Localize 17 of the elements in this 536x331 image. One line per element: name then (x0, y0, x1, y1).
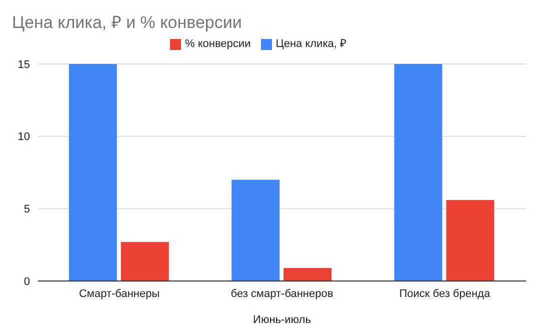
x-tick-label: Смарт-баннеры (78, 288, 160, 300)
bar (120, 242, 169, 281)
legend-label: % конверсии (184, 38, 251, 50)
bar (68, 64, 117, 281)
legend-label: Цена клика, ₽ (276, 38, 346, 50)
y-tick-label: 10 (18, 131, 30, 144)
chart-title: Цена клика, ₽ и % конверсии (12, 12, 242, 33)
y-tick-label: 5 (24, 204, 30, 216)
x-axis-title: Июнь-июль (253, 314, 312, 326)
x-tick-label: Поиск без бренда (399, 288, 491, 300)
y-tick-label: 15 (18, 58, 30, 71)
bar (284, 268, 332, 281)
y-tick-label: 0 (24, 276, 30, 288)
bar (394, 64, 442, 281)
x-tick-label: без смарт-баннеров (230, 288, 334, 300)
bar (446, 200, 494, 281)
bar (232, 180, 280, 281)
